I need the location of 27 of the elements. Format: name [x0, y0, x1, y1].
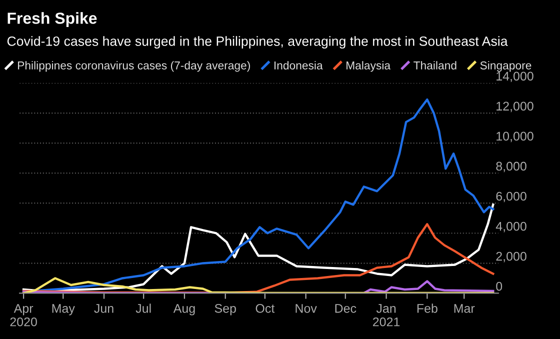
x-tick-label: Feb — [417, 304, 438, 313]
legend-label: Singapore — [480, 61, 532, 72]
x-tick-label: Jul — [136, 304, 151, 313]
chart-title: Fresh Spike — [8, 12, 97, 28]
x-tick-label: Jun — [94, 304, 114, 313]
x-tick-label: Jan 2021 — [373, 304, 400, 326]
legend-label: Thailand — [414, 61, 456, 70]
x-tick-label: Nov — [296, 304, 317, 313]
legend-label: Malaysia — [346, 61, 391, 72]
y-tick-label: 6,000 — [496, 192, 526, 202]
y-tick-label: 12,000 — [496, 102, 534, 112]
y-tick-label: 8,000 — [496, 162, 526, 172]
y-tick-label: 0 — [496, 282, 502, 291]
x-tick-label: Mar — [454, 304, 475, 313]
x-tick-label: May — [52, 304, 75, 316]
y-tick-label: 4,000 — [496, 222, 526, 232]
x-tick-label: Dec — [335, 304, 356, 313]
y-tick-label: 14,000 — [496, 72, 534, 82]
legend-label: Indonesia — [274, 61, 323, 70]
x-tick-label: Sep — [214, 304, 236, 316]
x-tick-label: Aug — [173, 304, 195, 316]
y-tick-label: 10,000 — [496, 132, 534, 142]
x-tick-label: Oct — [256, 304, 275, 313]
legend-label: Philippines coronavirus cases (7-day average) — [18, 61, 250, 72]
x-tick-label: Apr 2020 — [10, 304, 37, 326]
y-tick-label: 2,000 — [496, 252, 526, 262]
chart-subtitle: Covid-19 cases have surged in the Philippines, averaging the most in Southeast Asia — [7, 36, 508, 49]
